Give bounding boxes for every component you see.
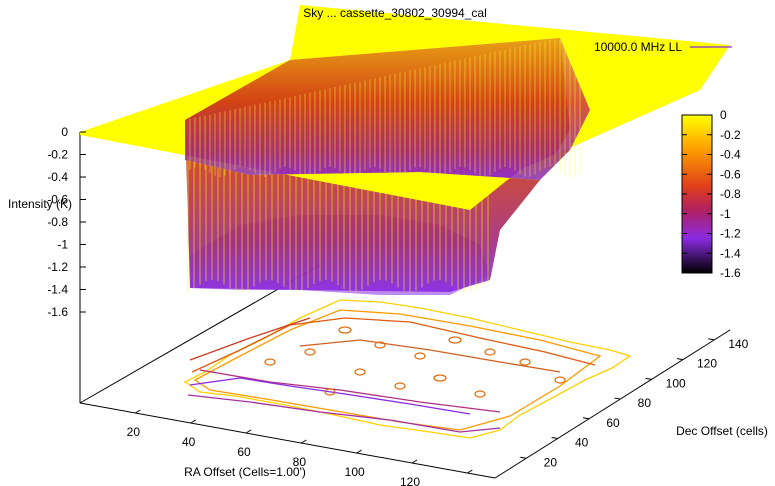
contour-5 [187,394,501,433]
z-tick-label: -0.2 [47,148,68,162]
y-tick-mark [645,377,652,380]
colorbar-tick-label: -1.4 [720,246,741,260]
y-tick-label: 40 [575,436,589,450]
y-tick-label: 80 [638,396,652,410]
z-tick-label: -1.6 [47,305,68,319]
z-axis-ticks: 0 -0.2 -0.4 -0.6 -0.8 -1 -1.2 -1.4 -1.6 [47,125,86,319]
contour-6 [199,369,501,413]
y-tick-mark [520,456,527,459]
x-tick-mark [190,419,196,424]
colorbar-tick-label: -0.2 [720,128,741,142]
x-tick-mark [411,459,418,464]
x-tick-label: 100 [345,465,365,479]
legend-label: 10000.0 MHz LL [594,40,682,54]
x-tick-mark [467,469,473,474]
y-tick-label: 20 [544,455,558,469]
colorbar-tick-label: -0.6 [720,167,741,181]
y-axis-line [494,329,731,479]
y-tick-mark [676,358,684,361]
colorbar-ticks: 0 -0.2 -0.4 -0.6 -0.8 -1 -1.2 -1.4 -1.6 [682,108,741,280]
contour-4 [189,317,311,361]
contour-8 [189,377,471,415]
x-tick-mark [301,439,307,444]
z-tick-label: 0 [61,125,68,139]
colorbar-tick-label: -1.2 [720,227,741,241]
x-tick-mark [356,449,362,454]
contour-3 [191,317,596,373]
y-tick-mark [614,397,621,400]
x-tick-mark [245,429,252,434]
colorbar-tick-label: -1.6 [720,266,741,280]
z-tick-label: -0.8 [47,215,68,229]
colorbar: 0 -0.2 -0.4 -0.6 -0.8 -1 -1.2 -1.4 -1.6 [681,108,741,280]
y-tick-label: 60 [606,416,620,430]
x-tick-label: 120 [400,475,420,486]
x-tick-label: 40 [182,435,196,449]
x-axis-label: RA Offset (Cells=1.00') [184,465,306,479]
y-tick-mark [582,417,590,420]
colorbar-tick-label: -0.8 [720,187,741,201]
x-tick-label: 60 [237,445,251,459]
z-tick-label: -1 [57,238,68,252]
y-axis-ticks: 20 40 60 80 100 120 140 [520,337,749,469]
colorbar-tick-label: -1 [720,207,731,221]
y-tick-mark [708,338,715,341]
y-tick-label: 120 [697,357,717,371]
contour-7 [299,339,561,373]
colorbar-tick-label: 0 [720,108,727,122]
chart-title: Sky ... cassette_30802_30994_cal [303,6,486,20]
z-tick-label: -1.2 [47,260,68,274]
z-tick-label: -0.4 [47,170,68,184]
contour-outer [183,299,632,439]
x-axis-line [79,402,496,479]
y-tick-label: 140 [728,337,748,351]
contour-2 [193,309,602,431]
surface-pit-top [185,38,590,180]
z-tick-label: -0.6 [47,193,68,207]
x-tick-mark [135,409,141,414]
contour-spots [264,326,566,398]
z-tick-label: -1.4 [47,283,68,297]
colorbar-tick-label: -0.4 [720,148,741,162]
y-tick-mark [551,437,558,440]
y-axis-label: Dec Offset (cells) [676,424,768,438]
z-axis-label: Intensity (K) [8,197,72,211]
legend: 10000.0 MHz LL [594,40,732,54]
base-contours [183,299,632,439]
x-tick-label: 20 [127,425,141,439]
surface-plateau [80,5,730,210]
surface-pit-wire [189,40,581,177]
y-tick-label: 100 [666,376,686,390]
x-tick-label: 80 [293,455,307,469]
